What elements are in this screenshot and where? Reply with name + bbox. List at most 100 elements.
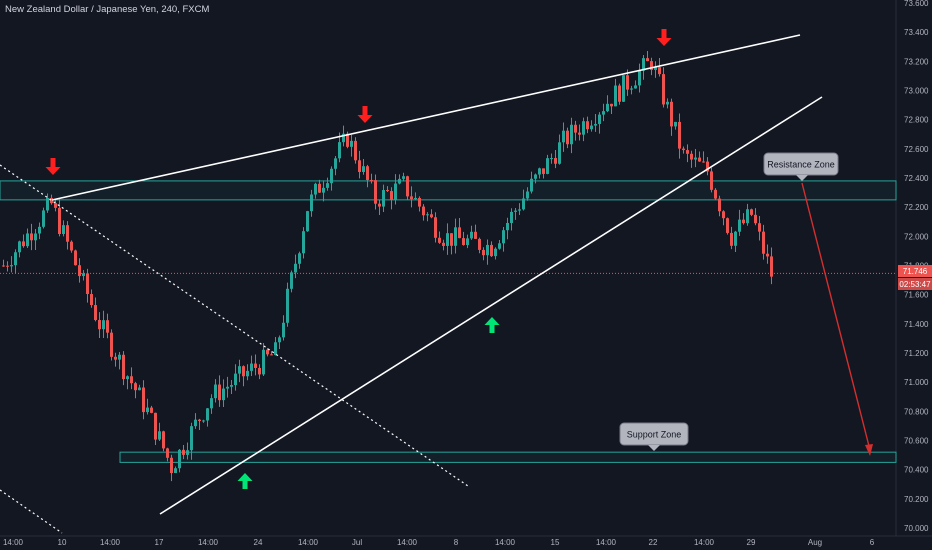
candle-body — [14, 252, 17, 266]
resistance-zone[interactable] — [0, 180, 897, 201]
candle-body — [182, 449, 185, 455]
candle-body — [358, 160, 361, 172]
time-axis[interactable]: 14:00 10 14:00 17 14:00 24 14:00 Jul 14:00 8 14:00… — [3, 538, 875, 547]
candle-body — [134, 383, 137, 391]
candle-body — [214, 384, 217, 399]
candle-body — [626, 75, 629, 90]
candle-body — [622, 75, 625, 102]
candle-body — [266, 349, 269, 355]
candle-body — [406, 176, 409, 197]
candle-body — [90, 294, 93, 306]
candle-body — [286, 288, 289, 323]
candle-body — [322, 187, 325, 193]
candle-body — [342, 133, 345, 143]
candle-body — [558, 142, 561, 164]
y-tick-label: 71.400 — [904, 320, 929, 329]
candle-body — [654, 67, 657, 70]
candle-body — [402, 176, 405, 179]
candle-body — [470, 231, 473, 239]
candle-body — [518, 209, 521, 211]
candle-body — [614, 85, 617, 107]
x-tick-label: 14:00 — [3, 538, 24, 547]
projection-line[interactable] — [801, 182, 871, 451]
candle-body — [714, 189, 717, 199]
y-tick-label: 70.000 — [904, 524, 929, 533]
candle-body — [646, 58, 649, 62]
candle-body — [770, 256, 773, 277]
upper-trendline[interactable] — [51, 34, 801, 201]
y-tick-label: 70.400 — [904, 466, 929, 475]
candle-body — [666, 101, 669, 105]
candle-body — [174, 468, 177, 474]
candle-body — [150, 407, 153, 413]
y-tick-label: 70.200 — [904, 495, 929, 504]
candle-body — [162, 431, 165, 449]
dotted-trendline-lower[interactable] — [0, 489, 63, 534]
candle-body — [334, 158, 337, 169]
x-tick-label: 10 — [58, 538, 67, 547]
candle-body — [6, 265, 9, 267]
candle-body — [246, 370, 249, 377]
candle-body — [210, 398, 213, 409]
candle-body — [490, 244, 493, 257]
candle-body — [38, 226, 41, 234]
candle-body — [226, 386, 229, 389]
candle-body — [278, 337, 281, 343]
candle-body — [434, 217, 437, 238]
candle-body — [362, 166, 365, 172]
candle-body — [630, 88, 633, 90]
dotted-trendline[interactable] — [0, 164, 469, 487]
down-arrow-icon — [45, 158, 61, 175]
candle-body — [730, 232, 733, 246]
candle-body — [734, 231, 737, 246]
candle-body — [554, 158, 557, 164]
candle-body — [482, 249, 485, 256]
candle-body — [10, 265, 13, 267]
candles-layer — [2, 50, 773, 482]
candle-body — [254, 363, 257, 368]
support-zone-label[interactable]: Support Zone — [619, 422, 689, 451]
candle-body — [590, 125, 593, 130]
candle-body — [58, 207, 61, 234]
x-tick-label: 17 — [155, 538, 164, 547]
candle-body — [386, 190, 389, 192]
candle-body — [130, 376, 133, 384]
candle-body — [222, 388, 225, 401]
resistance-zone-label[interactable]: Resistance Zone — [763, 152, 839, 181]
candle-body — [302, 231, 305, 254]
price-axis[interactable]: 73.600 73.400 73.200 73.000 72.800 72.600 72.4… — [904, 0, 929, 533]
y-tick-label: 73.000 — [904, 87, 929, 96]
y-tick-label: 71.200 — [904, 349, 929, 358]
candle-body — [498, 243, 501, 249]
lower-trendline[interactable] — [159, 96, 823, 515]
candle-body — [18, 241, 21, 253]
support-zone[interactable] — [119, 451, 897, 463]
y-tick-label: 73.400 — [904, 28, 929, 37]
drawings-layer — [0, 29, 873, 534]
candle-body — [390, 191, 393, 200]
candle-body — [374, 180, 377, 204]
candle-body — [522, 198, 525, 210]
candle-body — [706, 161, 709, 172]
y-tick-label: 70.800 — [904, 407, 929, 416]
candle-body — [442, 242, 445, 246]
candle-body — [438, 237, 441, 243]
candle-body — [194, 419, 197, 427]
candle-body — [698, 157, 701, 162]
candle-body — [110, 332, 113, 357]
candle-body — [114, 356, 117, 360]
candle-body — [642, 58, 645, 71]
y-tick-label: 70.600 — [904, 437, 929, 446]
down-arrow-icon — [357, 106, 373, 123]
candle-body — [350, 140, 353, 147]
candle-body — [106, 320, 109, 333]
candle-body — [294, 263, 297, 273]
x-tick-label: 6 — [870, 538, 875, 547]
candle-body — [710, 171, 713, 190]
candle-body — [542, 168, 545, 174]
resistance-zone-text: Resistance Zone — [767, 160, 835, 170]
x-tick-label: 14:00 — [495, 538, 516, 547]
candle-body — [738, 219, 741, 232]
candle-body — [158, 431, 161, 440]
